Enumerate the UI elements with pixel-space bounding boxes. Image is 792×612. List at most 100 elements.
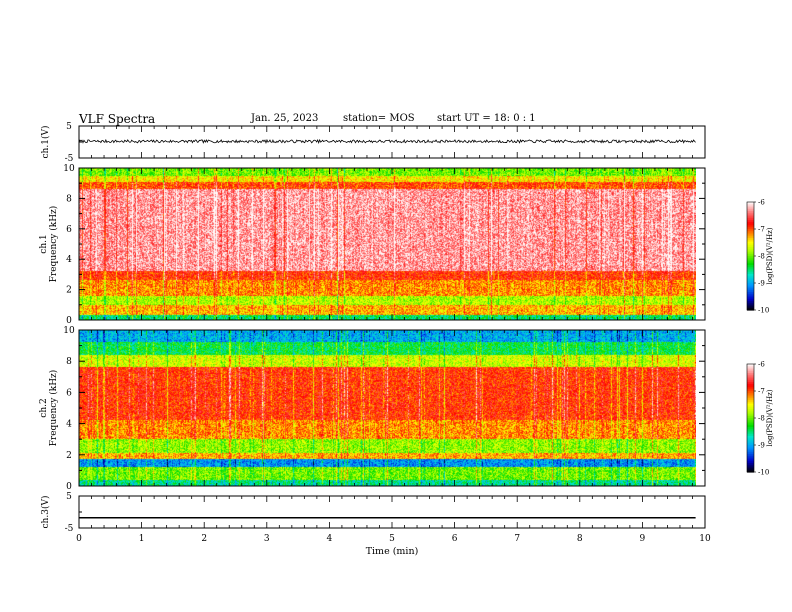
colorbar-swatch bbox=[747, 470, 754, 473]
colorbar-swatch bbox=[747, 205, 754, 208]
y-tick-label: 4 bbox=[66, 420, 72, 430]
colorbar-swatch bbox=[747, 230, 754, 234]
y-tick-label: 6 bbox=[66, 388, 72, 398]
start-time-label: start UT = 18: 0 : 1 bbox=[437, 113, 536, 124]
y-tick-label: -5 bbox=[65, 154, 74, 164]
colorbar-swatch bbox=[747, 387, 754, 390]
y-tick-label: 2 bbox=[66, 286, 72, 296]
y-tick-label: 0 bbox=[66, 316, 72, 326]
colorbar-swatch bbox=[747, 286, 754, 289]
colorbar-swatch bbox=[747, 378, 754, 381]
colorbar-swatch bbox=[747, 445, 754, 448]
colorbar-swatch bbox=[747, 457, 754, 460]
colorbar-swatch bbox=[747, 221, 754, 225]
colorbar-swatch bbox=[747, 268, 754, 271]
colorbar-swatch bbox=[747, 308, 754, 311]
colorbar-swatch bbox=[747, 220, 754, 223]
colorbar-swatch bbox=[747, 304, 754, 307]
colorbar-swatch bbox=[747, 211, 754, 214]
spectrogram-image-ch1 bbox=[79, 168, 696, 320]
colorbar-swatch bbox=[747, 410, 754, 414]
colorbar-swatch bbox=[747, 374, 754, 378]
colorbar-swatch bbox=[747, 266, 754, 270]
x-axis-label: Time (min) bbox=[366, 546, 419, 557]
colorbar-swatch bbox=[747, 405, 754, 408]
colorbar-swatch bbox=[747, 452, 754, 455]
colorbar-swatch bbox=[747, 365, 754, 369]
x-tick-label: 2 bbox=[201, 534, 207, 544]
colorbar-swatch bbox=[747, 385, 754, 388]
colorbar-swatch bbox=[747, 261, 754, 264]
colorbar-swatch bbox=[747, 279, 754, 282]
colorbar-tick-label: -9 bbox=[758, 442, 765, 450]
x-tick-label: 3 bbox=[264, 534, 270, 544]
colorbar-swatch bbox=[747, 250, 754, 253]
colorbar-swatch bbox=[747, 391, 754, 394]
colorbar-swatch bbox=[747, 247, 754, 250]
colorbar-swatch bbox=[747, 382, 754, 385]
colorbar-swatch bbox=[747, 256, 754, 259]
colorbar-swatch bbox=[747, 394, 754, 397]
colorbar-swatch bbox=[747, 248, 754, 252]
colorbar-swatch bbox=[747, 455, 754, 459]
colorbar-swatch bbox=[747, 272, 754, 275]
y-tick-label: 10 bbox=[63, 326, 75, 336]
y-axis-label: ch.2 bbox=[39, 398, 49, 417]
colorbar-swatch bbox=[747, 421, 754, 424]
colorbar-tick-label: -7 bbox=[758, 226, 765, 234]
colorbar-swatch bbox=[747, 418, 754, 421]
colorbar-swatch bbox=[747, 450, 754, 453]
colorbar-swatch bbox=[747, 306, 754, 309]
colorbar-swatch bbox=[747, 229, 754, 232]
colorbar-swatch bbox=[747, 214, 754, 217]
colorbar-swatch bbox=[747, 209, 754, 212]
colorbar-swatch bbox=[747, 443, 754, 446]
colorbar-swatch bbox=[747, 284, 754, 288]
colorbar-swatch bbox=[747, 463, 754, 466]
x-tick-label: 0 bbox=[76, 534, 82, 544]
colorbar-swatch bbox=[747, 383, 754, 387]
colorbar-swatch bbox=[747, 400, 754, 403]
colorbar-swatch bbox=[747, 448, 754, 451]
y-axis-label: ch.1(V) bbox=[40, 126, 51, 159]
colorbar-swatch bbox=[747, 373, 754, 376]
colorbar-swatch bbox=[747, 396, 754, 399]
y-tick-label: -5 bbox=[65, 524, 74, 534]
x-tick-label: 10 bbox=[699, 534, 711, 544]
colorbar-swatch bbox=[747, 274, 754, 277]
colorbar-swatch bbox=[747, 252, 754, 255]
colorbar-swatch bbox=[747, 299, 754, 302]
colorbar-tick-label: -7 bbox=[758, 388, 765, 396]
colorbar-tick-label: -9 bbox=[758, 280, 765, 288]
colorbar-swatch bbox=[747, 459, 754, 462]
colorbar-swatch bbox=[747, 392, 754, 396]
colorbar-swatch bbox=[747, 398, 754, 401]
colorbar-swatch bbox=[747, 263, 754, 266]
colorbar-swatch bbox=[747, 257, 754, 261]
colorbar-label: log(PSD)(V²/Hz) bbox=[766, 389, 774, 446]
figure-title: VLF Spectra bbox=[79, 112, 156, 126]
colorbar-swatch bbox=[747, 464, 754, 468]
colorbar-swatch bbox=[747, 241, 754, 244]
colorbar-swatch bbox=[747, 439, 754, 442]
colorbar-swatch bbox=[747, 407, 754, 410]
colorbar-swatch bbox=[747, 401, 754, 405]
colorbar-swatch bbox=[747, 218, 754, 221]
x-tick-label: 6 bbox=[452, 534, 458, 544]
colorbar-swatch bbox=[747, 270, 754, 273]
station-label: station= MOS bbox=[343, 113, 415, 124]
colorbar-swatch bbox=[747, 376, 754, 379]
colorbar-swatch bbox=[747, 275, 754, 279]
colorbar-tick-label: -6 bbox=[758, 361, 765, 369]
colorbar-swatch bbox=[747, 367, 754, 370]
colorbar-swatch bbox=[747, 236, 754, 239]
colorbar-swatch bbox=[747, 364, 754, 367]
colorbar-swatch bbox=[747, 403, 754, 406]
colorbar-tick-label: -10 bbox=[758, 307, 769, 315]
spectrogram-image-ch2 bbox=[79, 330, 696, 486]
colorbar-swatch bbox=[747, 436, 754, 439]
colorbar-swatch bbox=[747, 419, 754, 423]
colorbar-swatch bbox=[747, 434, 754, 437]
colorbar-swatch bbox=[747, 232, 754, 235]
colorbar-swatch bbox=[747, 301, 754, 304]
